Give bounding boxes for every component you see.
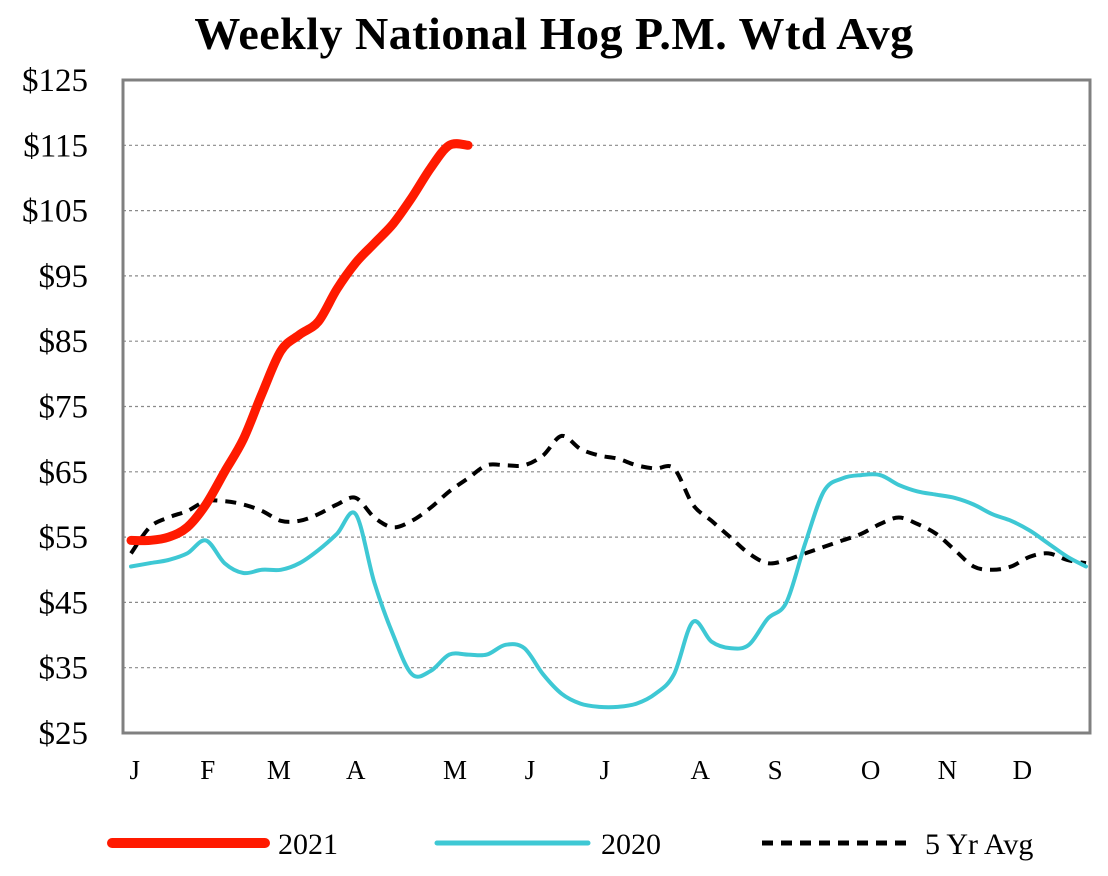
y-tick-label: $65 bbox=[39, 455, 89, 491]
legend-label: 2020 bbox=[601, 828, 661, 861]
y-tick-label: $85 bbox=[39, 324, 89, 360]
legend-label: 5 Yr Avg bbox=[925, 828, 1033, 861]
legend: 2021 2020 5 Yr Avg bbox=[107, 828, 1033, 861]
x-tick-label: S bbox=[768, 755, 783, 785]
x-tick-label: A bbox=[691, 755, 711, 785]
y-tick-label: $95 bbox=[39, 259, 89, 295]
x-tick-label: M bbox=[443, 755, 467, 785]
y-tick-label: $45 bbox=[39, 585, 89, 621]
series-line-2021 bbox=[126, 139, 473, 546]
series-line-2020 bbox=[129, 472, 1088, 710]
x-tick-label: M bbox=[267, 755, 291, 785]
chart-title: Weekly National Hog P.M. Wtd Avg bbox=[194, 8, 914, 59]
gridlines bbox=[123, 144, 1090, 669]
x-tick-label: J bbox=[129, 755, 140, 785]
y-tick-label: $55 bbox=[39, 520, 89, 556]
plot-frame bbox=[121, 78, 1092, 735]
x-tick-label: A bbox=[346, 755, 366, 785]
y-tick-label: $25 bbox=[39, 716, 89, 752]
series-line-5-yr-avg bbox=[129, 433, 1087, 572]
series-lines bbox=[126, 139, 1088, 710]
y-tick-label: $75 bbox=[39, 390, 89, 426]
x-tick-label: O bbox=[861, 755, 881, 785]
y-axis-ticks: $125 $115 $105 $95 $85 $75 $65 $55 $45 $35 $25 bbox=[22, 63, 88, 752]
y-tick-label: $125 bbox=[22, 63, 88, 99]
x-tick-label: N bbox=[938, 755, 958, 785]
legend-label: 2021 bbox=[278, 828, 338, 861]
x-tick-label: D bbox=[1013, 755, 1033, 785]
y-tick-label: $105 bbox=[22, 194, 88, 230]
x-tick-label: J bbox=[599, 755, 610, 785]
x-tick-label: F bbox=[200, 755, 215, 785]
y-tick-label: $35 bbox=[39, 651, 89, 687]
y-tick-label: $115 bbox=[23, 128, 88, 164]
x-tick-label: J bbox=[525, 755, 536, 785]
